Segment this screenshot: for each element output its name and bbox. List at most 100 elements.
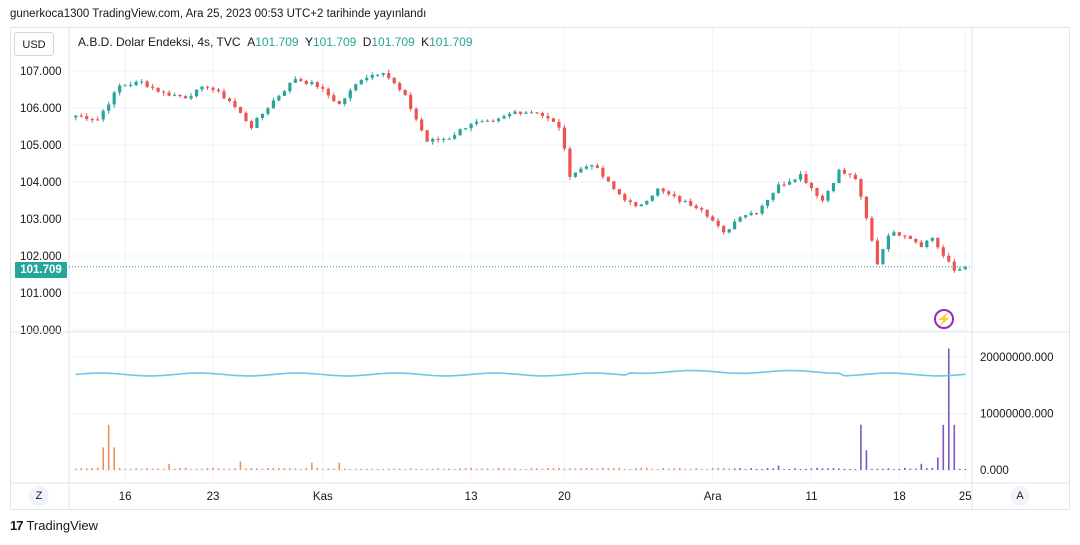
volume-bar — [958, 468, 961, 470]
candle-body — [178, 94, 182, 97]
candle-body — [930, 237, 934, 241]
candle-body — [315, 82, 319, 88]
volume-bar — [173, 468, 176, 470]
candle-body — [694, 205, 698, 209]
volume-bar — [398, 468, 401, 470]
time-tick-label: 18 — [893, 491, 906, 503]
volume-bar — [217, 468, 220, 470]
volume-bar — [481, 468, 483, 470]
volume-bar — [744, 469, 747, 470]
volume-bar — [530, 468, 533, 470]
time-tick-label: 23 — [207, 491, 220, 503]
candle-body — [277, 95, 281, 101]
volume-bar — [311, 462, 313, 470]
volume-bar — [761, 468, 763, 470]
volume-bar — [871, 468, 873, 470]
candle-body — [848, 173, 852, 175]
candle-body — [458, 129, 462, 136]
volume-bar — [85, 468, 88, 470]
candle-body — [387, 73, 391, 78]
ohlc-legend: A.B.D. Dolar Endeksi, 4s, TVC A101.709 Y… — [78, 35, 473, 49]
candle-body — [118, 85, 122, 93]
volume-bar — [464, 467, 467, 470]
volume-bar — [832, 468, 835, 470]
volume-bar — [486, 468, 489, 470]
volume-bar — [635, 468, 637, 470]
candle-body — [326, 88, 330, 96]
volume-bar — [656, 469, 659, 470]
low-label: D — [362, 35, 372, 49]
volume-bar — [860, 424, 862, 470]
publish-info: gunerkoca1300 TradingView.com, Ara 25, 2… — [10, 8, 427, 20]
volume-bar — [810, 468, 813, 470]
candle-body — [524, 112, 528, 114]
volume-bar — [113, 447, 115, 470]
candle-body — [332, 95, 336, 101]
price-tick-label: 101.000 — [20, 288, 62, 300]
candle-body — [535, 112, 539, 114]
auto-scale-button[interactable]: A — [1010, 486, 1030, 506]
candle-body — [321, 87, 325, 89]
candle-body — [947, 255, 951, 262]
time-tick-label: Ara — [704, 491, 723, 503]
volume-bar — [854, 468, 857, 470]
candle-body — [85, 116, 89, 120]
candle-body — [897, 232, 901, 236]
volume-bar — [91, 468, 94, 470]
candle-body — [348, 90, 352, 99]
volume-bar — [151, 468, 154, 470]
volume-bar — [953, 424, 956, 470]
volume-bar — [294, 468, 297, 470]
volume-bar — [107, 424, 110, 470]
candle-body — [639, 204, 643, 207]
candle-body — [480, 121, 484, 123]
volume-bar — [585, 467, 588, 470]
candle-body — [661, 188, 665, 192]
candle-body — [568, 148, 572, 177]
candle-body — [727, 229, 731, 233]
candle-body — [628, 200, 632, 203]
candle-body — [760, 205, 764, 214]
volume-bar — [168, 463, 170, 470]
candle-body — [194, 89, 199, 97]
candle-body — [249, 121, 254, 129]
candle-body — [859, 179, 863, 197]
volume-bar — [865, 450, 868, 470]
volume-bar — [711, 467, 714, 470]
volume-bar — [827, 468, 829, 470]
candle-body — [299, 79, 303, 82]
candle-body — [705, 209, 709, 217]
candle-body — [787, 181, 792, 185]
volume-bar — [788, 468, 791, 470]
currency-button[interactable]: USD — [14, 32, 54, 56]
volume-bar — [722, 468, 725, 470]
volume-bar — [135, 468, 137, 470]
timezone-button[interactable]: Z — [29, 486, 49, 506]
candle-body — [875, 240, 880, 265]
candle-body — [107, 104, 111, 111]
candle-body — [502, 116, 506, 119]
candle-body — [74, 115, 78, 118]
volume-bar — [365, 468, 368, 470]
candle-body — [79, 115, 83, 117]
candle-body — [381, 73, 385, 75]
candle-body — [886, 235, 890, 250]
volume-bar — [305, 468, 308, 470]
candle-body — [403, 89, 407, 95]
volume-bar — [514, 468, 516, 470]
candle-body — [606, 176, 610, 182]
volume-bar — [536, 468, 538, 470]
time-tick-label: 25 — [959, 491, 972, 503]
volume-bar — [574, 468, 577, 470]
candle-body — [870, 218, 874, 241]
candle-body — [288, 82, 292, 92]
candle-body — [151, 86, 155, 88]
lightning-icon[interactable]: ⚡ — [934, 309, 954, 329]
volume-bar — [964, 468, 967, 470]
price-tick-label: 102.000 — [20, 251, 62, 263]
volume-bar — [289, 468, 291, 470]
volume-bar — [475, 468, 478, 470]
candle-body — [650, 195, 654, 201]
volume-bar — [662, 468, 665, 470]
